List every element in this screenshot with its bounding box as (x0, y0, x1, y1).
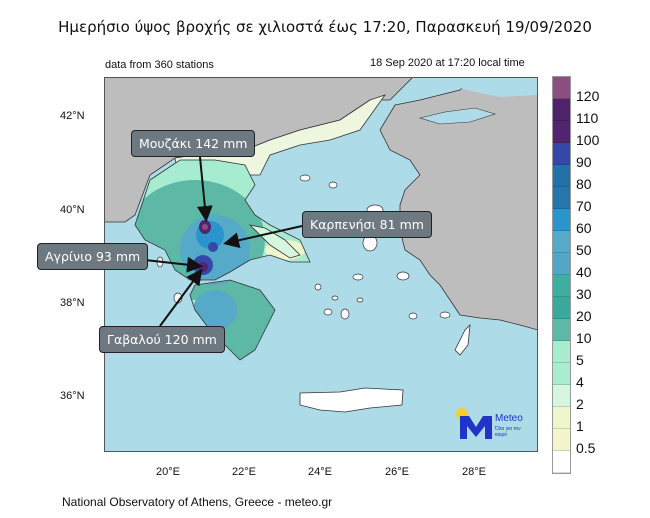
colorbar-label: 50 (576, 242, 592, 258)
colorbar-swatch (553, 187, 570, 209)
lat-tick: 38°N (60, 297, 85, 309)
colorbar-label: 0.5 (576, 440, 596, 456)
page-title: Ημερήσιο ύψος βροχής σε χιλιοστά έως 17:… (58, 18, 592, 36)
colorbar-swatch (553, 143, 570, 165)
colorbar-swatch (553, 165, 570, 187)
colorbar-label: 90 (576, 154, 592, 170)
colorbar-swatch (553, 319, 570, 341)
colorbar-label: 110 (576, 110, 599, 126)
colorbar-label: 1 (576, 418, 584, 434)
colorbar-swatch (553, 385, 570, 407)
colorbar-label: 30 (576, 286, 592, 302)
islands (156, 174, 451, 320)
lon-tick: 20°E (156, 466, 180, 478)
colorbar-swatch (553, 99, 570, 121)
colorbar-swatch (553, 231, 570, 253)
euboea (248, 224, 301, 259)
stations-count: data from 360 stations (105, 59, 214, 71)
label-gavalou: Γαβαλού 120 mm (99, 326, 225, 353)
lat-tick: 40°N (60, 204, 85, 216)
black-sea (413, 77, 538, 97)
colorbar-label: 120 (576, 88, 600, 104)
colorbar-swatch (553, 253, 570, 275)
label-mouzaki: Μουζάκι 142 mm (131, 130, 256, 157)
lon-tick: 24°E (308, 466, 332, 478)
colorbar-swatch (553, 451, 570, 473)
colorbar-label: 10 (576, 330, 592, 346)
colorbar (552, 76, 571, 474)
lon-tick: 28°E (462, 466, 486, 478)
colorbar-label: 4 (576, 374, 584, 390)
crete (299, 387, 404, 413)
colorbar-label: 2 (576, 396, 584, 412)
lon-tick: 26°E (385, 466, 409, 478)
colorbar-label: 100 (576, 132, 600, 148)
lat-tick: 36°N (60, 390, 85, 402)
lon-tick: 22°E (232, 466, 256, 478)
colorbar-label: 40 (576, 264, 592, 280)
colorbar-swatch (553, 407, 570, 429)
label-karpenisi: Καρπενήσι 81 mm (302, 211, 432, 238)
colorbar-swatch (553, 429, 570, 451)
colorbar-label: 20 (576, 308, 592, 324)
colorbar-label: 70 (576, 198, 592, 214)
colorbar-swatch (553, 297, 570, 319)
colorbar-label: 5 (576, 352, 584, 368)
marmara-sea (418, 107, 497, 125)
meteo-logo: Meteo Όλα για τον καιρό (455, 407, 535, 447)
label-agrinio: Αγρίνιο 93 mm (37, 243, 149, 270)
colorbar-swatch (553, 121, 570, 143)
colorbar-swatch (553, 363, 570, 385)
colorbar-label: 60 (576, 220, 592, 236)
lat-tick: 42°N (60, 110, 85, 122)
colorbar-swatch (553, 209, 570, 231)
footer-credit: National Observatory of Athens, Greece -… (62, 495, 333, 509)
colorbar-label: 80 (576, 176, 592, 192)
colorbar-swatch (553, 341, 570, 363)
colorbar-swatch (553, 275, 570, 297)
rhodes (454, 323, 471, 356)
timestamp: 18 Sep 2020 at 17:20 local time (370, 57, 525, 69)
colorbar-swatch (553, 77, 570, 99)
